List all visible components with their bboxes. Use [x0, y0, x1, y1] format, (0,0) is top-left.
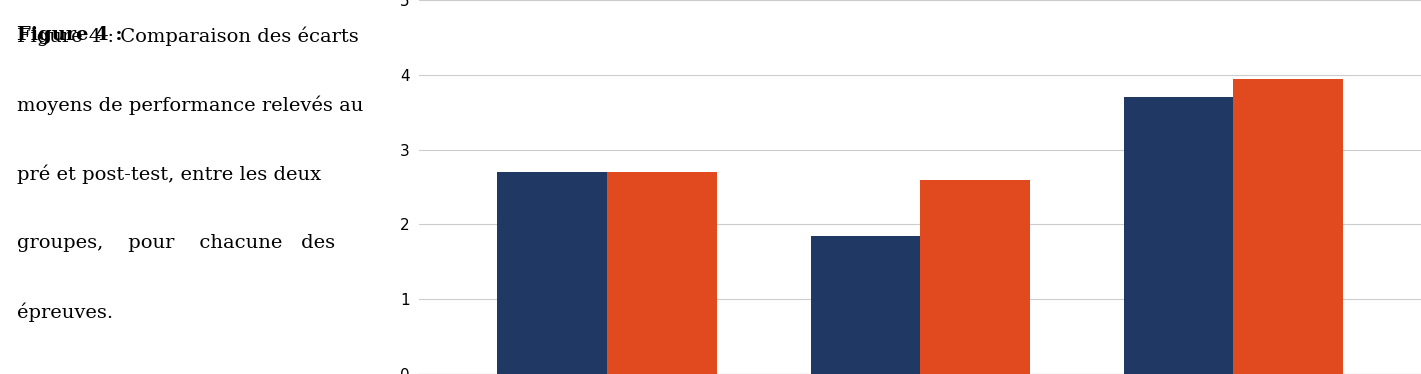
- Bar: [1233, 79, 1343, 374]
- Text: groupes,    pour    chacune   des: groupes, pour chacune des: [17, 234, 335, 252]
- Text: Figure 4 :: Figure 4 :: [17, 26, 122, 44]
- Text: moyens de performance relevés au: moyens de performance relevés au: [17, 95, 364, 115]
- Bar: [921, 180, 1030, 374]
- Text: Figure 4 : Comparaison des écarts: Figure 4 : Comparaison des écarts: [17, 26, 358, 46]
- Bar: [1124, 97, 1233, 374]
- Bar: [497, 172, 607, 374]
- Text: pré et post-test, entre les deux: pré et post-test, entre les deux: [17, 165, 321, 184]
- Bar: [810, 236, 921, 374]
- Bar: [607, 172, 716, 374]
- Text: épreuves.: épreuves.: [17, 303, 112, 322]
